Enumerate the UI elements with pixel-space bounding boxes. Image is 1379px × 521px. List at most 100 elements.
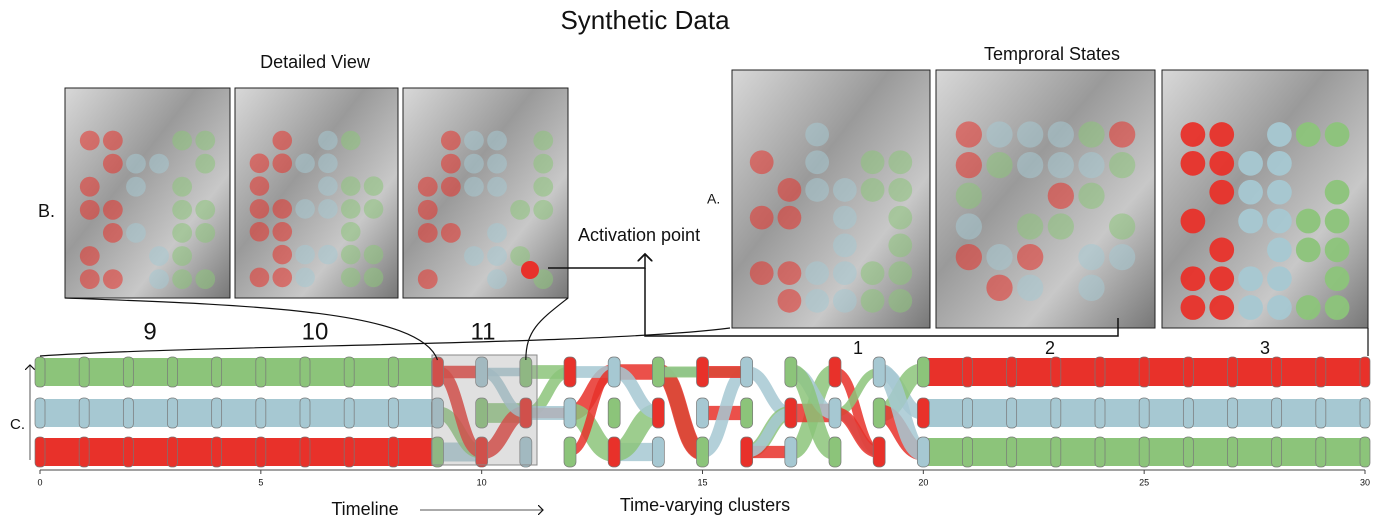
cluster-point <box>103 269 123 289</box>
cluster-point <box>1325 209 1350 234</box>
cluster-node <box>388 398 398 428</box>
cluster-node <box>1051 398 1061 428</box>
cluster-node <box>1051 437 1061 467</box>
cluster-point <box>272 245 292 265</box>
cluster-point <box>1048 213 1074 239</box>
frame-number: 2 <box>1045 338 1055 358</box>
cluster-node <box>963 357 973 387</box>
cluster-point <box>1109 121 1135 147</box>
cluster-point <box>487 223 507 243</box>
cluster-point <box>861 178 885 202</box>
cluster-point <box>172 269 192 289</box>
cluster-band <box>40 399 438 427</box>
cluster-point <box>487 269 507 289</box>
cluster-point <box>1209 180 1234 205</box>
cluster-point <box>272 154 292 174</box>
cluster-point <box>149 154 169 174</box>
cluster-node <box>917 398 929 428</box>
cluster-node <box>697 437 709 467</box>
cluster-point <box>861 261 885 285</box>
cluster-node <box>1095 398 1105 428</box>
cluster-point <box>341 245 361 265</box>
cluster-point <box>364 245 384 265</box>
cluster-point <box>533 154 553 174</box>
cluster-point <box>272 131 292 151</box>
cluster-node <box>873 437 885 467</box>
cluster-point <box>341 199 361 219</box>
cluster-node <box>829 398 841 428</box>
cluster-point <box>126 177 146 197</box>
cluster-point <box>103 154 123 174</box>
cluster-node <box>1095 437 1105 467</box>
cluster-point <box>341 131 361 151</box>
cluster-point <box>1017 121 1043 147</box>
cluster-node <box>741 398 753 428</box>
cluster-point <box>1238 209 1263 234</box>
cluster-node <box>1316 357 1326 387</box>
cluster-node <box>35 357 45 387</box>
cluster-node <box>344 437 354 467</box>
cluster-point <box>80 269 100 289</box>
cluster-point <box>341 268 361 288</box>
cluster-point <box>833 206 857 230</box>
cluster-point <box>341 222 361 242</box>
cluster-node <box>564 357 576 387</box>
cluster-point <box>195 200 215 220</box>
cluster-node <box>300 398 310 428</box>
highlight-window <box>432 355 537 465</box>
cluster-point <box>956 183 982 209</box>
cluster-point <box>195 154 215 174</box>
cluster-point <box>250 268 270 288</box>
cluster-band <box>40 358 438 386</box>
cluster-node <box>79 398 89 428</box>
cluster-node <box>873 357 885 387</box>
tick-label: 15 <box>697 477 707 487</box>
cluster-point <box>295 268 315 288</box>
cluster-point <box>80 131 100 151</box>
activation-point <box>521 261 539 279</box>
cluster-point <box>833 234 857 258</box>
cluster-node <box>1139 398 1149 428</box>
cluster-point <box>1209 238 1234 263</box>
cluster-point <box>888 206 912 230</box>
frame-number: 3 <box>1260 338 1270 358</box>
caption: Time-varying clusters <box>620 495 790 515</box>
cluster-point <box>318 176 338 196</box>
cluster-point <box>103 131 123 151</box>
cluster-node <box>1228 398 1238 428</box>
cluster-point <box>750 206 774 230</box>
cluster-point <box>533 200 553 220</box>
cluster-point <box>1181 209 1206 234</box>
connector <box>526 298 568 360</box>
cluster-node <box>829 357 841 387</box>
cluster-node <box>256 357 266 387</box>
figure-title: Synthetic Data <box>560 5 730 35</box>
connector <box>65 298 438 360</box>
cluster-point <box>1017 275 1043 301</box>
cluster-point <box>364 199 384 219</box>
cluster-point <box>272 268 292 288</box>
cluster-node <box>256 437 266 467</box>
panel-label: B. <box>38 201 55 221</box>
cluster-node <box>652 437 664 467</box>
cluster-point <box>418 177 438 197</box>
cluster-point <box>272 222 292 242</box>
cluster-point <box>250 222 270 242</box>
cluster-point <box>1267 266 1292 291</box>
cluster-point <box>1109 213 1135 239</box>
cluster-node <box>608 357 620 387</box>
cluster-point <box>487 131 507 151</box>
cluster-node <box>1139 437 1149 467</box>
cluster-node <box>212 398 222 428</box>
cluster-point <box>956 244 982 270</box>
cluster-point <box>250 199 270 219</box>
cluster-point <box>1296 238 1321 263</box>
cluster-point <box>986 152 1012 178</box>
cluster-point <box>464 177 484 197</box>
cluster-point <box>418 200 438 220</box>
cluster-point <box>1296 122 1321 147</box>
cluster-point <box>986 121 1012 147</box>
cluster-node <box>1007 357 1017 387</box>
cluster-point <box>1048 121 1074 147</box>
cluster-node <box>1272 398 1282 428</box>
